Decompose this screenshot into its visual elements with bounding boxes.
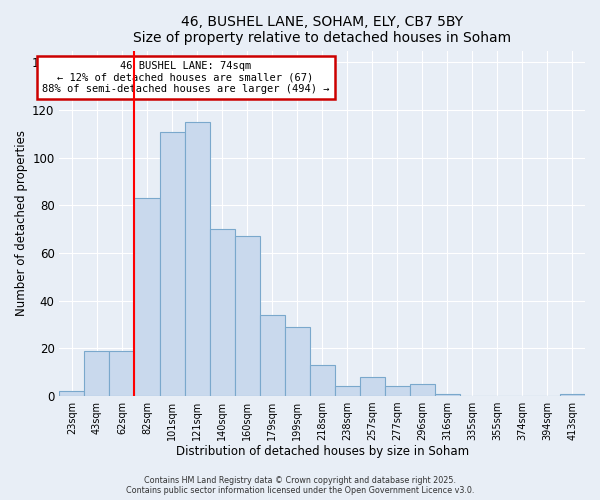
Bar [185,122,209,396]
Bar [435,394,460,396]
Bar [360,377,385,396]
Bar [284,327,310,396]
Y-axis label: Number of detached properties: Number of detached properties [15,130,28,316]
Bar [385,386,410,396]
Text: 46 BUSHEL LANE: 74sqm
← 12% of detached houses are smaller (67)
88% of semi-deta: 46 BUSHEL LANE: 74sqm ← 12% of detached … [42,61,329,94]
Bar [85,350,109,396]
Bar [335,386,360,396]
Bar [59,391,85,396]
Bar [160,132,185,396]
Bar [560,394,585,396]
Bar [235,236,260,396]
Bar [209,229,235,396]
X-axis label: Distribution of detached houses by size in Soham: Distribution of detached houses by size … [176,444,469,458]
Bar [134,198,160,396]
Bar [310,365,335,396]
Bar [410,384,435,396]
Bar [260,315,284,396]
Text: Contains HM Land Registry data © Crown copyright and database right 2025.
Contai: Contains HM Land Registry data © Crown c… [126,476,474,495]
Bar [109,350,134,396]
Title: 46, BUSHEL LANE, SOHAM, ELY, CB7 5BY
Size of property relative to detached house: 46, BUSHEL LANE, SOHAM, ELY, CB7 5BY Siz… [133,15,511,45]
